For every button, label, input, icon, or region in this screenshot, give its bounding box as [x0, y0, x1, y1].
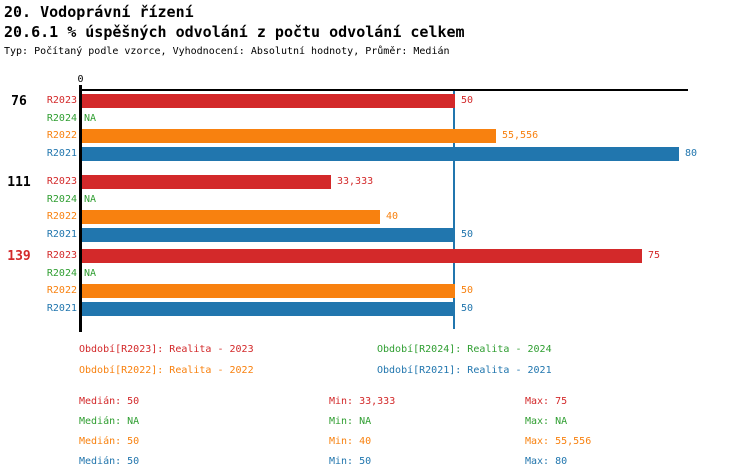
stat-median-r2021: Medián: 50 [79, 456, 140, 467]
page-title: 20. Vodoprávní řízení [4, 3, 194, 21]
stat-median-r2024: Medián: NA [79, 416, 140, 427]
series-row-label: R2023 [46, 176, 77, 187]
series-row-label: R2021 [46, 303, 77, 314]
bar-r2021 [82, 228, 455, 242]
stat-min-r2022: Min: 40 [329, 436, 372, 447]
series-row-label: R2022 [46, 211, 77, 222]
series-row-label: R2024 [46, 268, 77, 279]
stat-max-r2021: Max: 80 [525, 456, 568, 467]
bar-value-label: 40 [386, 211, 399, 222]
stat-max-r2024: Max: NA [525, 416, 568, 427]
group-label: 111 [7, 175, 31, 190]
stat-max-r2023: Max: 75 [525, 396, 568, 407]
series-row-label: R2023 [46, 250, 77, 261]
bar-r2023 [82, 175, 331, 189]
x-axis-line [79, 89, 688, 91]
bar-value-label: 80 [685, 148, 698, 159]
bar-na-label: NA [84, 268, 97, 279]
bar-value-label: 55,556 [502, 130, 539, 141]
bar-value-label: 50 [461, 303, 474, 314]
group-label: 76 [11, 94, 27, 109]
bar-value-label: 33,333 [337, 176, 374, 187]
series-row-label: R2024 [46, 194, 77, 205]
bar-r2023 [82, 249, 642, 263]
series-row-label: R2024 [46, 113, 77, 124]
stat-min-r2024: Min: NA [329, 416, 372, 427]
stat-min-r2023: Min: 33,333 [329, 396, 396, 407]
series-row-label: R2021 [46, 148, 77, 159]
bar-na-label: NA [84, 113, 97, 124]
series-row-label: R2021 [46, 229, 77, 240]
bar-value-label: 50 [461, 229, 474, 240]
bar-r2023 [82, 94, 455, 108]
bar-r2022 [82, 284, 455, 298]
legend-item-r2024: Období[R2024]: Realita - 2024 [377, 344, 552, 355]
series-row-label: R2023 [46, 95, 77, 106]
group-label: 139 [7, 249, 31, 264]
bar-r2022 [82, 210, 380, 224]
stat-max-r2022: Max: 55,556 [525, 436, 592, 447]
bar-na-label: NA [84, 194, 97, 205]
bar-value-label: 50 [461, 285, 474, 296]
bar-r2022 [82, 129, 496, 143]
bar-value-label: 50 [461, 95, 474, 106]
median-line [453, 91, 455, 329]
bar-r2021 [82, 147, 679, 161]
legend-item-r2022: Období[R2022]: Realita - 2022 [79, 365, 254, 376]
stat-median-r2023: Medián: 50 [79, 396, 140, 407]
x-axis-zero-tick-label: 0 [77, 74, 84, 85]
chart-meta-line: Typ: Počítaný podle vzorce, Vyhodnocení:… [4, 46, 450, 57]
legend-item-r2023: Období[R2023]: Realita - 2023 [79, 344, 254, 355]
stat-min-r2021: Min: 50 [329, 456, 372, 467]
chart-subtitle: 20.6.1 % úspěšných odvolání z počtu odvo… [4, 23, 465, 41]
y-axis-line [79, 85, 82, 332]
series-row-label: R2022 [46, 285, 77, 296]
series-row-label: R2022 [46, 130, 77, 141]
bar-value-label: 75 [648, 250, 661, 261]
legend-item-r2021: Období[R2021]: Realita - 2021 [377, 365, 552, 376]
stat-median-r2022: Medián: 50 [79, 436, 140, 447]
bar-r2021 [82, 302, 455, 316]
